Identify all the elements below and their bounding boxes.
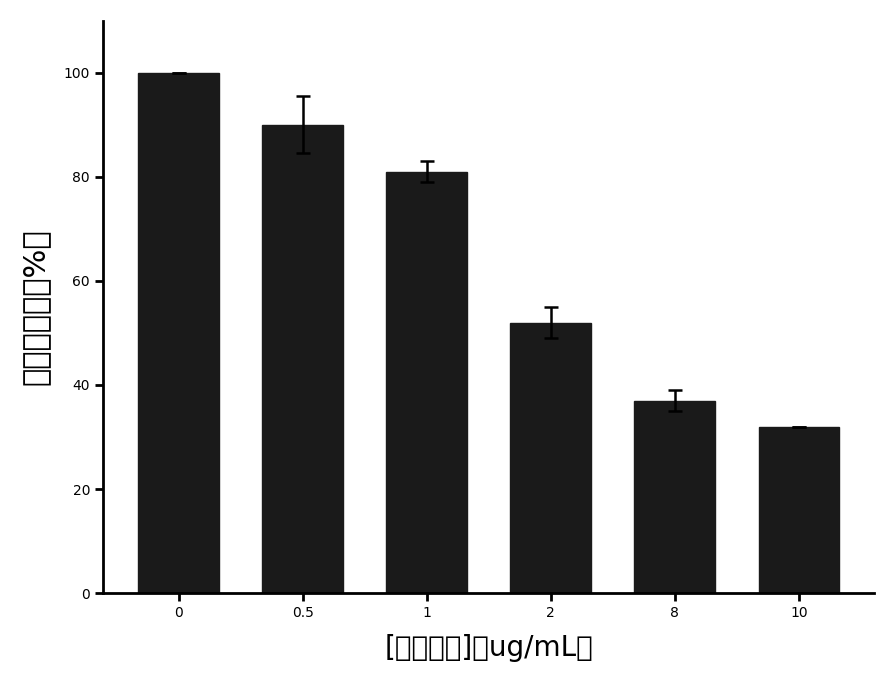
Bar: [634, 401, 714, 593]
Bar: [757, 427, 839, 593]
Y-axis label: 细胞存活率（%）: 细胞存活率（%）: [21, 229, 50, 385]
Bar: [510, 322, 590, 593]
Bar: [139, 73, 219, 593]
Bar: [386, 171, 467, 593]
Bar: [262, 125, 342, 593]
X-axis label: [纳米粒子]（ug/mL）: [纳米粒子]（ug/mL）: [384, 635, 593, 662]
